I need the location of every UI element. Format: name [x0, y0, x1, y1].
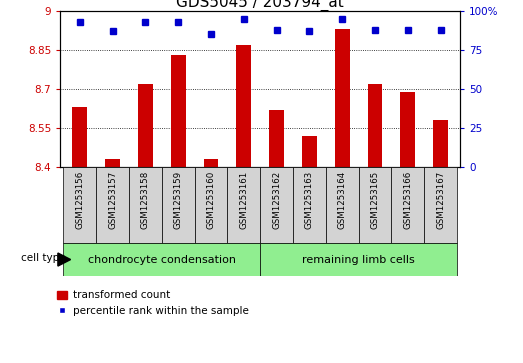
- Bar: [302, 136, 317, 167]
- Text: GSM1253159: GSM1253159: [174, 171, 183, 229]
- Bar: [171, 55, 186, 167]
- Bar: [260, 167, 293, 243]
- Text: GSM1253161: GSM1253161: [240, 171, 248, 229]
- Bar: [228, 167, 260, 243]
- Bar: [326, 167, 359, 243]
- Bar: [195, 167, 228, 243]
- Bar: [63, 167, 96, 243]
- Text: GSM1253165: GSM1253165: [370, 171, 380, 229]
- Bar: [335, 29, 349, 167]
- Bar: [391, 167, 424, 243]
- Bar: [368, 84, 382, 167]
- Bar: [162, 167, 195, 243]
- Text: GSM1253167: GSM1253167: [436, 171, 445, 229]
- Bar: [424, 167, 457, 243]
- Polygon shape: [58, 253, 71, 266]
- Text: GSM1253163: GSM1253163: [305, 171, 314, 229]
- Bar: [129, 167, 162, 243]
- Text: GSM1253164: GSM1253164: [338, 171, 347, 229]
- Bar: [236, 45, 251, 167]
- Bar: [359, 167, 391, 243]
- Legend: transformed count, percentile rank within the sample: transformed count, percentile rank withi…: [55, 288, 251, 318]
- Bar: [63, 243, 260, 276]
- Bar: [260, 243, 457, 276]
- Bar: [138, 84, 153, 167]
- Bar: [433, 120, 448, 167]
- Bar: [269, 110, 284, 167]
- Text: cell type: cell type: [21, 253, 66, 263]
- Bar: [105, 159, 120, 167]
- Bar: [293, 167, 326, 243]
- Text: GSM1253162: GSM1253162: [272, 171, 281, 229]
- Title: GDS5045 / 203794_at: GDS5045 / 203794_at: [176, 0, 344, 11]
- Bar: [96, 167, 129, 243]
- Text: GSM1253158: GSM1253158: [141, 171, 150, 229]
- Bar: [73, 107, 87, 167]
- Text: GSM1253166: GSM1253166: [403, 171, 412, 229]
- Text: GSM1253156: GSM1253156: [75, 171, 84, 229]
- Text: GSM1253157: GSM1253157: [108, 171, 117, 229]
- Bar: [401, 91, 415, 167]
- Text: remaining limb cells: remaining limb cells: [302, 254, 415, 265]
- Bar: [203, 159, 219, 167]
- Text: chondrocyte condensation: chondrocyte condensation: [88, 254, 236, 265]
- Text: GSM1253160: GSM1253160: [207, 171, 215, 229]
